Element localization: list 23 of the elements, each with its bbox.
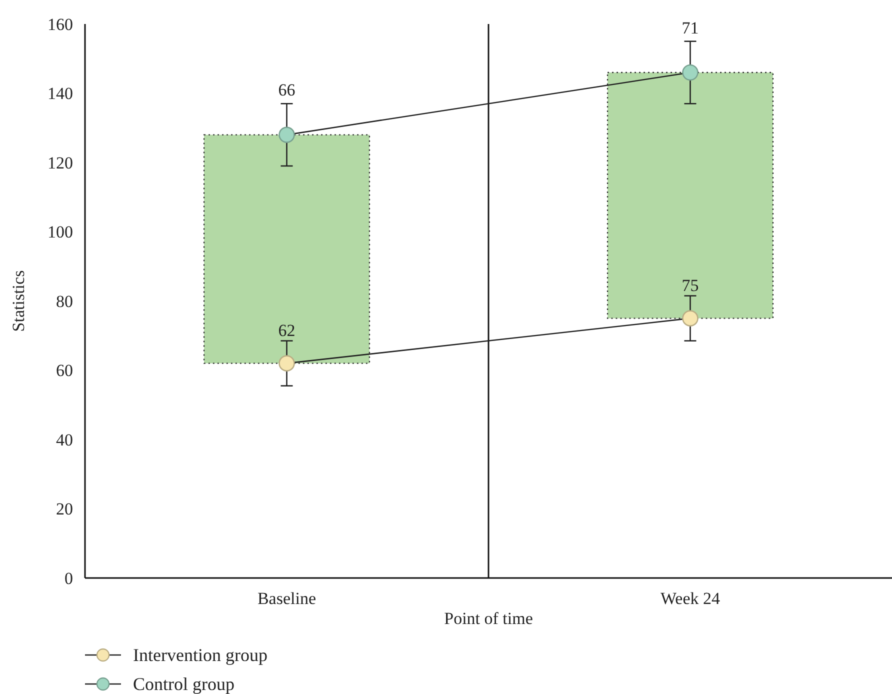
point [682,310,698,326]
y-tick-label: 140 [48,84,73,104]
x-axis-title: Point of time [444,609,533,628]
point [682,64,698,81]
point [278,126,295,143]
x-tick-label: Week 24 [660,589,721,608]
data-label: 75 [682,276,699,295]
y-tick-label: 40 [56,430,73,450]
legend-label: Intervention group [133,645,268,665]
data-label: 66 [278,80,296,100]
x-tick-label: Baseline [257,589,316,608]
y-tick-label: 120 [48,153,73,172]
y-tick-label: 0 [64,568,73,588]
data-label: 62 [278,320,296,340]
legend-label: Control group [133,674,234,694]
y-tick-label: 100 [48,222,73,242]
y-tick-label: 160 [48,14,73,34]
point [278,355,295,372]
y-tick-label: 80 [56,292,73,311]
data-label: 71 [682,18,699,38]
y-axis-title: Statistics [9,270,28,332]
y-tick-label: 20 [56,500,73,519]
y-tick-label: 60 [56,361,73,380]
